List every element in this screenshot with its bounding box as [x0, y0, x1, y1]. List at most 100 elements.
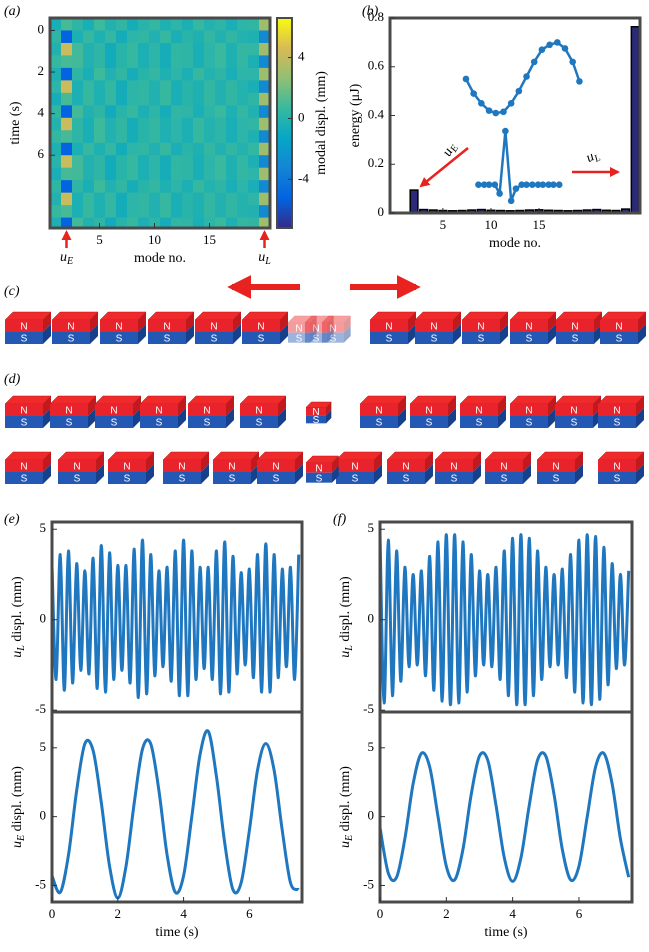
magnet-side-n [43, 396, 51, 416]
heatmap-cell [149, 18, 161, 31]
magnet: NS [459, 395, 507, 429]
magnet-side-n [43, 312, 51, 332]
magnet-label-n: N [613, 462, 620, 473]
heatmap-cell [182, 42, 194, 56]
magnet-side-n [498, 396, 506, 416]
heatmap-cell [72, 217, 84, 228]
heatmap-cell [94, 30, 106, 44]
magnet: NS [434, 451, 482, 485]
magnet: NS [305, 401, 332, 426]
heatmap-cell [226, 105, 238, 119]
heatmap-cell [72, 167, 84, 181]
inset-point [523, 181, 530, 189]
heatmap-cell [215, 105, 227, 119]
magnet-south [242, 332, 280, 344]
heatmap-cell [160, 117, 172, 131]
heatmap-cell [138, 142, 150, 156]
y-tick-label: 5 [40, 520, 47, 535]
magnet-side-n [251, 452, 259, 472]
heatmap-cell [193, 192, 205, 206]
inset-point [478, 100, 485, 107]
inset-point [485, 181, 493, 189]
heatmap-cell [127, 30, 139, 44]
heatmap-cell [215, 180, 227, 194]
y-tick-label: -5 [363, 876, 374, 891]
heatmap-cell [138, 55, 150, 69]
magnet-south [336, 472, 374, 484]
heatmap-cell [226, 30, 238, 44]
magnet-south [305, 332, 327, 343]
magnet-north [435, 460, 473, 472]
panel-label: (d) [4, 372, 21, 387]
heatmap-cell [94, 18, 106, 31]
magnet-label-s: S [616, 334, 623, 345]
heatmap-cell [171, 42, 183, 56]
heatmap-cell [204, 18, 216, 31]
panel-label: (a) [4, 4, 21, 19]
heatmap-cell [72, 67, 84, 81]
heatmap-cell [83, 180, 95, 194]
magnet-label-s: S [204, 418, 211, 429]
heatmap-cell [105, 217, 117, 228]
heatmap-cell [171, 80, 183, 94]
heatmap-cell [116, 167, 128, 181]
magnet-side-s [636, 408, 644, 428]
magnet: NS [241, 311, 289, 345]
magnet-label-n: N [477, 322, 484, 333]
magnet-side-n [201, 452, 209, 472]
magnet-side-n [548, 312, 556, 332]
heatmap-cell [61, 105, 73, 119]
magnet-side-s [146, 464, 154, 484]
heatmap-cell [248, 105, 260, 119]
inset-point [545, 181, 552, 189]
inset-point [512, 185, 520, 192]
magnet-top [509, 395, 557, 405]
inset-point [485, 107, 493, 114]
magnet-south [188, 416, 226, 428]
magnet-label-s: S [66, 418, 73, 429]
magnet: NS [4, 451, 52, 485]
magnet-north [50, 404, 88, 416]
magnet-south [556, 332, 594, 344]
heatmap-cell [94, 205, 106, 219]
y-tick-label: 0 [40, 611, 47, 626]
label-sub: E [66, 256, 73, 267]
magnet: NS [599, 311, 647, 345]
label-rest: displ. (mm) [10, 576, 25, 645]
heatmap-cell [138, 67, 150, 81]
label-base: u [338, 651, 353, 658]
inset-line [478, 130, 560, 202]
magnet: NS [139, 395, 187, 429]
magnet-north [387, 460, 425, 472]
heatmap-cell [83, 117, 95, 131]
magnet-top [4, 451, 52, 461]
magnet-side-n [327, 316, 334, 333]
magnet-north [305, 322, 327, 333]
magnet-label-n: N [351, 462, 358, 473]
magnet-north [598, 460, 636, 472]
y-tick-label: 5 [368, 520, 375, 535]
magnet-top [4, 395, 52, 405]
inset-point [554, 39, 561, 46]
heatmap-cell [105, 167, 117, 181]
magnet-label-s: S [572, 334, 579, 345]
magnet-label-n: N [115, 322, 122, 333]
magnet-label-s: S [614, 474, 621, 485]
heatmap-cell [193, 18, 205, 31]
line [52, 538, 301, 700]
heatmap-cell [226, 192, 238, 206]
magnet-label-n: N [155, 406, 162, 417]
inset-point [550, 181, 557, 189]
heatmap-cell [182, 192, 194, 206]
heatmap-cell [237, 18, 249, 31]
magnet-label-n: N [272, 462, 279, 473]
magnet-side-n [88, 396, 96, 416]
heatmap-cell [193, 130, 205, 144]
heatmap-cell [61, 167, 73, 181]
heatmap-cell [171, 30, 183, 44]
y-tick-label: 0.2 [368, 155, 384, 170]
x-tick-label: 2 [115, 906, 122, 921]
heatmap-cell [138, 205, 150, 219]
magnet-south [306, 415, 326, 424]
inset-point [492, 109, 500, 117]
